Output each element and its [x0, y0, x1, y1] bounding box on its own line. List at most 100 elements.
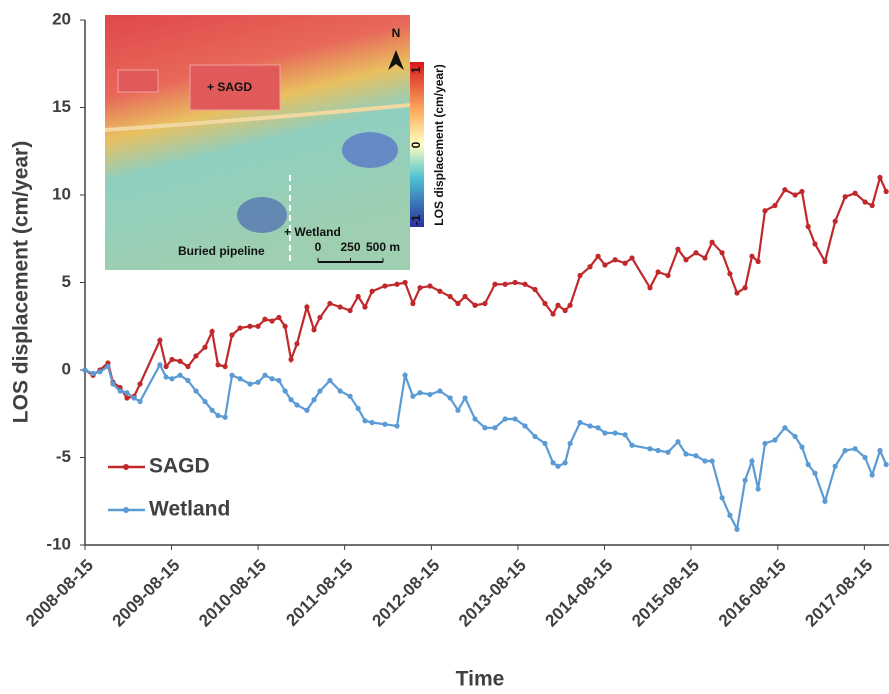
point: [294, 402, 299, 407]
point: [276, 315, 281, 320]
point: [613, 257, 618, 262]
point: [185, 364, 190, 369]
chart: + SAGD + Wetland Buried pipeline N LOS d…: [0, 0, 889, 694]
point: [90, 371, 95, 376]
x-tick-label: 2012-08-15: [368, 556, 443, 631]
point: [563, 460, 568, 465]
x-tick-label: 2014-08-15: [542, 556, 617, 631]
point: [756, 259, 761, 264]
point: [255, 324, 260, 329]
point: [799, 444, 804, 449]
point: [124, 395, 129, 400]
point: [812, 241, 817, 246]
colorbar-tick-label: -1: [409, 214, 423, 225]
scale-label: 500 m: [366, 240, 400, 254]
point: [550, 460, 555, 465]
x-tick-label: 2008-08-15: [22, 556, 97, 631]
point: [512, 280, 517, 285]
point: [702, 458, 707, 463]
point: [613, 430, 618, 435]
point: [327, 301, 332, 306]
point: [356, 294, 361, 299]
point: [542, 301, 547, 306]
point: [131, 395, 136, 400]
point: [362, 304, 367, 309]
point: [555, 303, 560, 308]
point: [137, 399, 142, 404]
point: [532, 434, 537, 439]
point: [843, 448, 848, 453]
point: [448, 294, 453, 299]
point: [455, 301, 460, 306]
y-tick-label: 5: [62, 272, 71, 291]
point: [812, 471, 817, 476]
scale-label: 0: [315, 240, 322, 254]
point: [710, 458, 715, 463]
point: [542, 441, 547, 446]
x-tick-label: 2009-08-15: [109, 556, 184, 631]
point: [237, 376, 242, 381]
north-label: N: [392, 26, 401, 40]
x-axis-title: Time: [456, 668, 505, 691]
point: [727, 271, 732, 276]
point: [884, 462, 889, 467]
point: [427, 392, 432, 397]
point: [862, 455, 867, 460]
point: [655, 269, 660, 274]
point: [782, 187, 787, 192]
point: [822, 259, 827, 264]
point: [799, 189, 804, 194]
point: [852, 446, 857, 451]
point: [382, 422, 387, 427]
point: [185, 378, 190, 383]
map-blob: [342, 132, 398, 168]
y-axis-title: LOS displacement (cm/year): [10, 141, 33, 423]
point: [163, 364, 168, 369]
point: [756, 486, 761, 491]
point: [568, 441, 573, 446]
point: [338, 388, 343, 393]
point: [727, 513, 732, 518]
legend-marker: [123, 464, 129, 470]
point: [317, 315, 322, 320]
point: [338, 304, 343, 309]
point: [577, 420, 582, 425]
point: [394, 423, 399, 428]
point: [870, 472, 875, 477]
point: [283, 324, 288, 329]
point: [772, 437, 777, 442]
point: [568, 303, 573, 308]
colorbar-tick-label: 0: [409, 141, 423, 148]
point: [719, 250, 724, 255]
point: [327, 378, 332, 383]
point: [124, 390, 129, 395]
point: [884, 189, 889, 194]
point: [410, 394, 415, 399]
point: [503, 282, 508, 287]
point: [437, 388, 442, 393]
point: [862, 199, 867, 204]
point: [693, 453, 698, 458]
point: [702, 255, 707, 260]
x-tick-label: 2010-08-15: [195, 556, 270, 631]
y-tick-label: 10: [52, 184, 71, 203]
point: [202, 399, 207, 404]
point: [462, 294, 467, 299]
point: [117, 388, 122, 393]
point: [262, 317, 267, 322]
point: [734, 290, 739, 295]
point: [833, 219, 838, 224]
point: [215, 362, 220, 367]
point: [793, 434, 798, 439]
point: [512, 416, 517, 421]
point: [317, 388, 322, 393]
point: [623, 261, 628, 266]
point: [82, 367, 87, 372]
point: [157, 362, 162, 367]
y-tick-label: 20: [52, 9, 71, 28]
site-label: + Wetland: [284, 225, 341, 239]
point: [577, 273, 582, 278]
point: [417, 390, 422, 395]
point: [665, 273, 670, 278]
point: [503, 416, 508, 421]
